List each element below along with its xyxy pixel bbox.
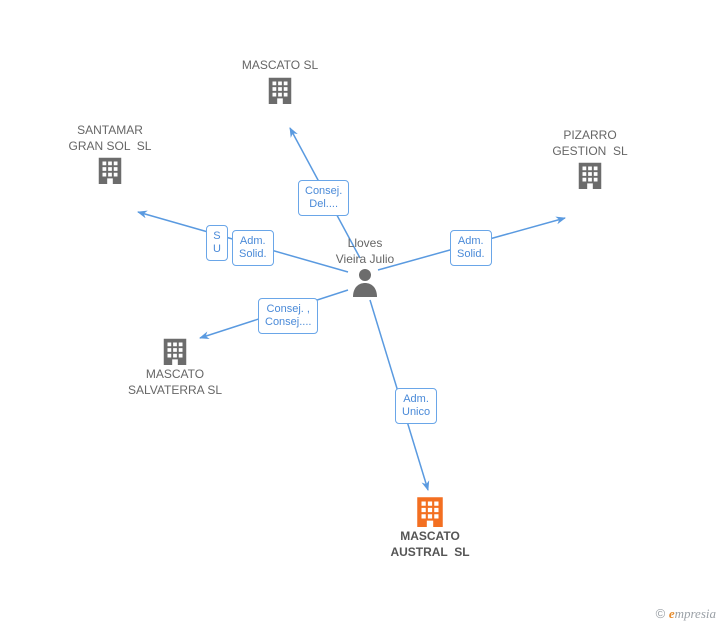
edge-label[interactable]: Adm. Solid. [232, 230, 274, 266]
copyright-symbol: © [656, 606, 666, 621]
copyright: © empresia [656, 606, 716, 622]
building-icon [413, 493, 447, 527]
node-label: SANTAMAR GRAN SOL SL [69, 123, 152, 153]
edge-label[interactable]: Adm. Solid. [450, 230, 492, 266]
edge-label[interactable]: Consej. , Consej.... [258, 298, 318, 334]
brand-rest: mpresia [675, 606, 716, 621]
building-icon [160, 335, 190, 365]
node-salvaterra[interactable]: MASCATO SALVATERRA SL [115, 335, 235, 398]
node-label: MASCATO SL [242, 58, 318, 72]
edge-label[interactable]: Adm. Unico [395, 388, 437, 424]
node-pizarro[interactable]: PIZARRO GESTION SL [530, 128, 650, 191]
building-icon [265, 74, 295, 104]
building-icon [575, 159, 605, 189]
edge-label[interactable]: Consej. Del.... [298, 180, 349, 216]
node-label: MASCATO AUSTRAL SL [390, 529, 469, 559]
person-icon [351, 267, 379, 297]
center-node-person[interactable]: Lloves Vieira Julio [320, 236, 410, 299]
node-santamar[interactable]: SANTAMAR GRAN SOL SL [50, 123, 170, 186]
node-mascato[interactable]: MASCATO SL [220, 58, 340, 106]
center-node-label: Lloves Vieira Julio [336, 236, 394, 266]
node-label: MASCATO SALVATERRA SL [128, 367, 222, 397]
edge-label-secondary: S U [206, 225, 228, 261]
edges-layer [0, 0, 728, 630]
node-label: PIZARRO GESTION SL [552, 128, 627, 158]
node-austral[interactable]: MASCATO AUSTRAL SL [370, 493, 490, 560]
building-icon [95, 154, 125, 184]
